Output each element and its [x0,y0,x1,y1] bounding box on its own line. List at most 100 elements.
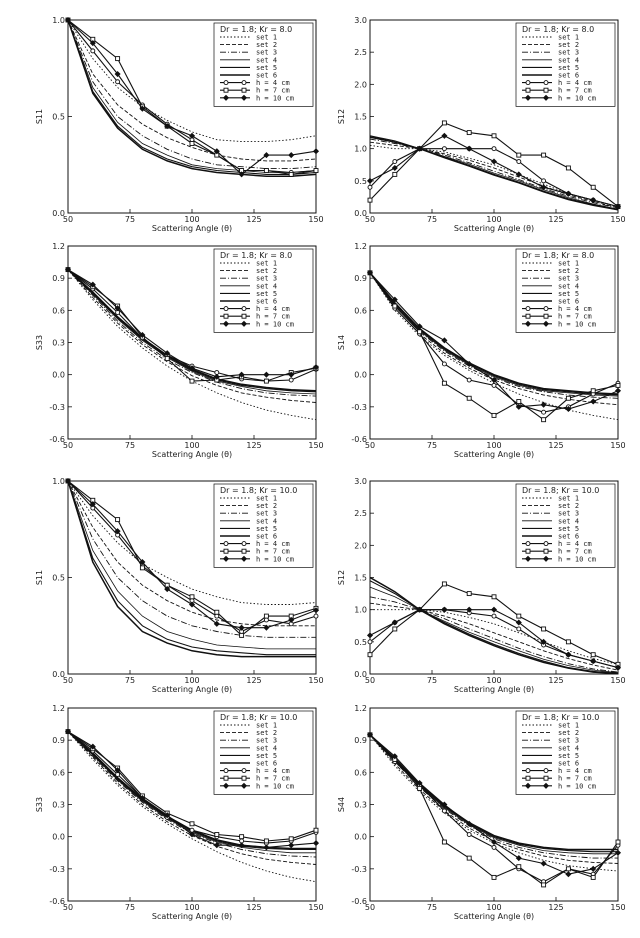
legend-title: Dr = 1.8; Kr = 10.0 [220,486,297,495]
legend-entry: set 2 [256,267,277,275]
data-point [515,403,522,410]
data-point [89,501,96,508]
y-tick-label: 0.6 [354,306,367,315]
data-point [115,56,121,62]
y-tick-label: 2.0 [354,80,367,89]
legend-entry: set 2 [256,729,277,737]
legend-entry: h = 10 cm [256,94,294,102]
data-point [466,395,472,401]
data-point [188,365,196,372]
y-axis-label: S12 [337,109,346,124]
legend-entry: h = 4 cm [558,79,592,87]
data-point [64,728,72,735]
data-point [565,866,571,872]
x-tick-label: 150 [308,903,323,912]
legend-entry: set 1 [558,34,579,42]
legend-entry: h = 7 cm [558,87,592,95]
data-point [263,617,269,623]
legend-marker [543,80,549,86]
x-tick-label: 150 [610,215,625,224]
legend-entry: set 6 [256,760,277,768]
legend-marker [240,320,248,327]
legend-entry: set 5 [256,290,277,298]
y-tick-label: 3.0 [354,477,367,486]
x-tick-label: 100 [486,441,501,450]
series-line [67,19,317,162]
legend-entry: h = 4 cm [558,305,592,313]
data-point [188,831,196,838]
data-point [239,632,245,638]
y-tick-label: 0.5 [52,574,65,583]
legend-entry: set 5 [256,525,277,533]
legend-entry: set 3 [256,275,277,283]
x-tick-label: 75 [427,676,437,685]
data-point [441,132,448,139]
x-tick-label: 100 [486,215,501,224]
series-line [369,734,618,851]
x-tick-label: 75 [427,903,437,912]
data-point [491,133,497,139]
y-axis-label: S33 [35,335,44,350]
x-tick-label: 150 [308,676,323,685]
y-tick-label: 0.0 [52,833,65,842]
y-tick-label: 1.0 [354,606,367,615]
legend-marker [524,782,532,789]
data-point [263,371,270,378]
x-tick-label: 50 [365,215,375,224]
data-point [466,855,472,861]
legend-marker [241,775,247,781]
data-point [516,626,522,632]
x-axis-label: Scattering Angle (θ) [454,912,534,921]
legend-title: Dr = 1.8; Kr = 8.0 [522,25,594,34]
y-tick-label: 2.0 [354,541,367,550]
legend-entry: set 6 [558,533,579,541]
data-point [441,120,447,126]
legend-entry: h = 7 cm [256,313,290,321]
x-tick-label: 75 [125,903,135,912]
data-point [313,827,319,833]
legend-marker [241,541,247,547]
x-tick-label: 125 [246,676,261,685]
y-tick-label: 0.3 [52,801,65,810]
y-tick-label: 1.5 [354,113,367,122]
data-point [614,849,622,856]
data-point [466,377,472,383]
data-point [441,380,447,386]
data-point [263,838,269,844]
chart-panel: 50 75 100 125 150 0.0 0.5 1.0 Scattering Angle (… [35,477,324,694]
legend-entry: set 1 [558,260,579,268]
data-point [590,184,596,190]
data-point [490,377,498,384]
data-point [491,412,497,418]
legend-marker [542,782,550,789]
legend-entry: h = 10 cm [558,782,596,790]
legend-entry: set 4 [256,282,277,290]
legend-title: Dr = 1.8; Kr = 10.0 [220,713,297,722]
legend-entry: h = 4 cm [558,767,592,775]
y-tick-label: 0.5 [52,113,65,122]
chart-panel: 50 75 100 125 150 -0.6 -0.3 0.0 0.3 0.6 0.9 1.2 Scat… [35,242,324,459]
data-point [189,378,195,384]
data-point [590,398,597,405]
data-point [565,395,571,401]
data-point [366,731,374,738]
x-tick-label: 50 [63,676,73,685]
legend-entry: set 3 [558,510,579,518]
legend-entry: h = 4 cm [256,79,290,87]
data-point [288,377,294,383]
legend-entry: set 2 [558,502,579,510]
data-point [540,860,547,867]
legend-marker [223,541,229,547]
legend-marker [223,768,229,774]
data-point [288,842,295,849]
legend-entry: set 4 [558,56,579,64]
x-axis-label: Scattering Angle (θ) [152,450,232,459]
legend-entry: set 5 [558,290,579,298]
y-tick-label: 2.5 [354,509,367,518]
y-tick-label: 0.0 [52,371,65,380]
data-point [490,158,498,165]
data-point [263,624,270,631]
legend-entry: set 1 [558,495,579,503]
y-tick-label: 1.2 [52,242,65,251]
data-point [391,296,398,303]
